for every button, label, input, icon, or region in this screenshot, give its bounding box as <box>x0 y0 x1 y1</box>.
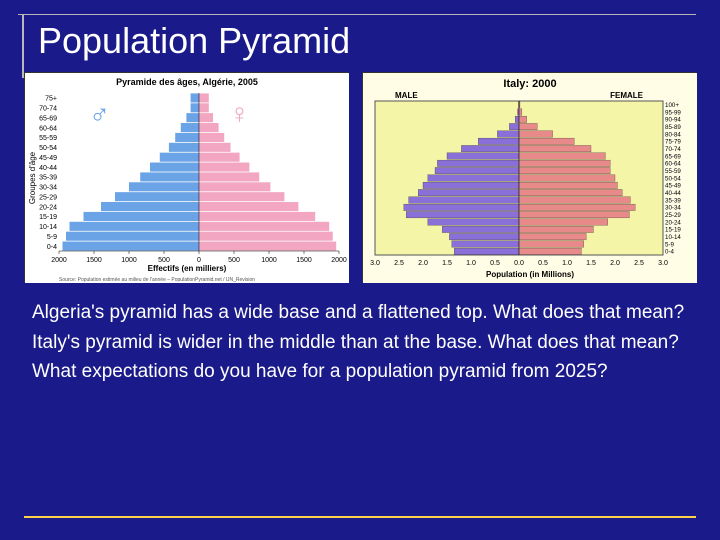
page-title: Population Pyramid <box>38 20 696 62</box>
svg-text:♂: ♂ <box>89 98 110 129</box>
svg-text:1.5: 1.5 <box>586 260 596 267</box>
svg-text:20-24: 20-24 <box>39 204 57 211</box>
svg-text:40-44: 40-44 <box>39 165 57 172</box>
svg-text:2.0: 2.0 <box>610 260 620 267</box>
svg-text:FEMALE: FEMALE <box>610 91 644 100</box>
svg-text:55-59: 55-59 <box>39 135 57 142</box>
svg-text:1500: 1500 <box>86 257 102 264</box>
svg-text:0.5: 0.5 <box>538 260 548 267</box>
svg-text:30-34: 30-34 <box>665 205 681 212</box>
svg-text:Pyramide des âges, Algérie, 20: Pyramide des âges, Algérie, 2005 <box>116 77 258 87</box>
svg-text:25-29: 25-29 <box>39 194 57 201</box>
svg-text:50-54: 50-54 <box>665 175 681 182</box>
algeria-pyramid-chart: Pyramide des âges, Algérie, 2005 ♂ ♀ 75+ 70-… <box>24 72 348 282</box>
svg-text:85-89: 85-89 <box>665 124 681 131</box>
svg-text:90-94: 90-94 <box>665 117 681 124</box>
svg-text:25-29: 25-29 <box>665 212 681 219</box>
italy-pyramid-chart: Italy: 2000 MALE FEMALE 100+95-9990-9485-89… <box>362 72 696 282</box>
chart-row: Pyramide des âges, Algérie, 2005 ♂ ♀ 75+ 70-… <box>24 72 696 282</box>
body-text: Algeria's pyramid has a wide base and a … <box>32 300 688 385</box>
svg-text:2.5: 2.5 <box>394 260 404 267</box>
svg-text:35-39: 35-39 <box>665 197 681 204</box>
svg-text:0: 0 <box>197 257 201 264</box>
svg-text:100+: 100+ <box>665 102 679 109</box>
svg-text:50-54: 50-54 <box>39 145 57 152</box>
svg-text:35-39: 35-39 <box>39 175 57 182</box>
title-rule-top <box>18 14 696 15</box>
svg-text:75+: 75+ <box>45 96 57 103</box>
svg-text:Source: Population estimée au: Source: Population estimée au milieu de … <box>59 277 255 283</box>
svg-text:60-64: 60-64 <box>665 161 681 168</box>
svg-text:70-74: 70-74 <box>39 106 57 113</box>
title-rule-left <box>22 14 24 78</box>
svg-text:75-79: 75-79 <box>665 139 681 146</box>
svg-text:Italy: 2000: Italy: 2000 <box>503 78 556 90</box>
body-p2: Italy's pyramid is wider in the middle t… <box>32 330 688 356</box>
slide: Population Pyramid Pyramide des âges, Al… <box>0 0 720 540</box>
svg-text:3.0: 3.0 <box>370 260 380 267</box>
svg-text:80-84: 80-84 <box>665 131 681 138</box>
svg-text:5-9: 5-9 <box>665 241 675 248</box>
svg-text:2.5: 2.5 <box>634 260 644 267</box>
svg-text:1000: 1000 <box>261 257 277 264</box>
svg-text:2000: 2000 <box>51 257 67 264</box>
svg-text:45-49: 45-49 <box>665 183 681 190</box>
svg-text:5-9: 5-9 <box>47 234 57 241</box>
body-p3: What expectations do you have for a popu… <box>32 359 688 385</box>
svg-text:10-14: 10-14 <box>39 224 57 231</box>
svg-text:1500: 1500 <box>296 257 312 264</box>
svg-text:500: 500 <box>158 257 170 264</box>
svg-text:1.0: 1.0 <box>562 260 572 267</box>
svg-text:2.0: 2.0 <box>418 260 428 267</box>
svg-text:95-99: 95-99 <box>665 109 681 116</box>
svg-text:500: 500 <box>228 257 240 264</box>
svg-text:15-19: 15-19 <box>39 214 57 221</box>
svg-text:1.0: 1.0 <box>466 260 476 267</box>
svg-text:0.0: 0.0 <box>514 260 524 267</box>
footer-rule <box>24 516 696 518</box>
body-p1: Algeria's pyramid has a wide base and a … <box>32 300 688 326</box>
svg-text:55-59: 55-59 <box>665 168 681 175</box>
svg-text:♀: ♀ <box>229 98 250 129</box>
svg-text:45-49: 45-49 <box>39 155 57 162</box>
svg-text:Population (in Millions): Population (in Millions) <box>486 270 574 279</box>
svg-text:40-44: 40-44 <box>665 190 681 197</box>
svg-text:65-69: 65-69 <box>665 153 681 160</box>
svg-text:0-4: 0-4 <box>47 244 57 251</box>
svg-text:30-34: 30-34 <box>39 185 57 192</box>
svg-text:1.5: 1.5 <box>442 260 452 267</box>
svg-text:0-4: 0-4 <box>665 249 675 256</box>
svg-text:1000: 1000 <box>121 257 137 264</box>
svg-text:65-69: 65-69 <box>39 115 57 122</box>
svg-text:0.5: 0.5 <box>490 260 500 267</box>
svg-text:20-24: 20-24 <box>665 219 681 226</box>
svg-text:15-19: 15-19 <box>665 227 681 234</box>
svg-text:10-14: 10-14 <box>665 234 681 241</box>
svg-text:2000: 2000 <box>331 257 347 264</box>
svg-text:3.0: 3.0 <box>658 260 668 267</box>
svg-text:MALE: MALE <box>395 91 418 100</box>
svg-text:Groupes d'âge: Groupes d'âge <box>28 151 37 204</box>
svg-text:60-64: 60-64 <box>39 125 57 132</box>
svg-text:Effectifs (en milliers): Effectifs (en milliers) <box>148 264 227 273</box>
svg-text:70-74: 70-74 <box>665 146 681 153</box>
